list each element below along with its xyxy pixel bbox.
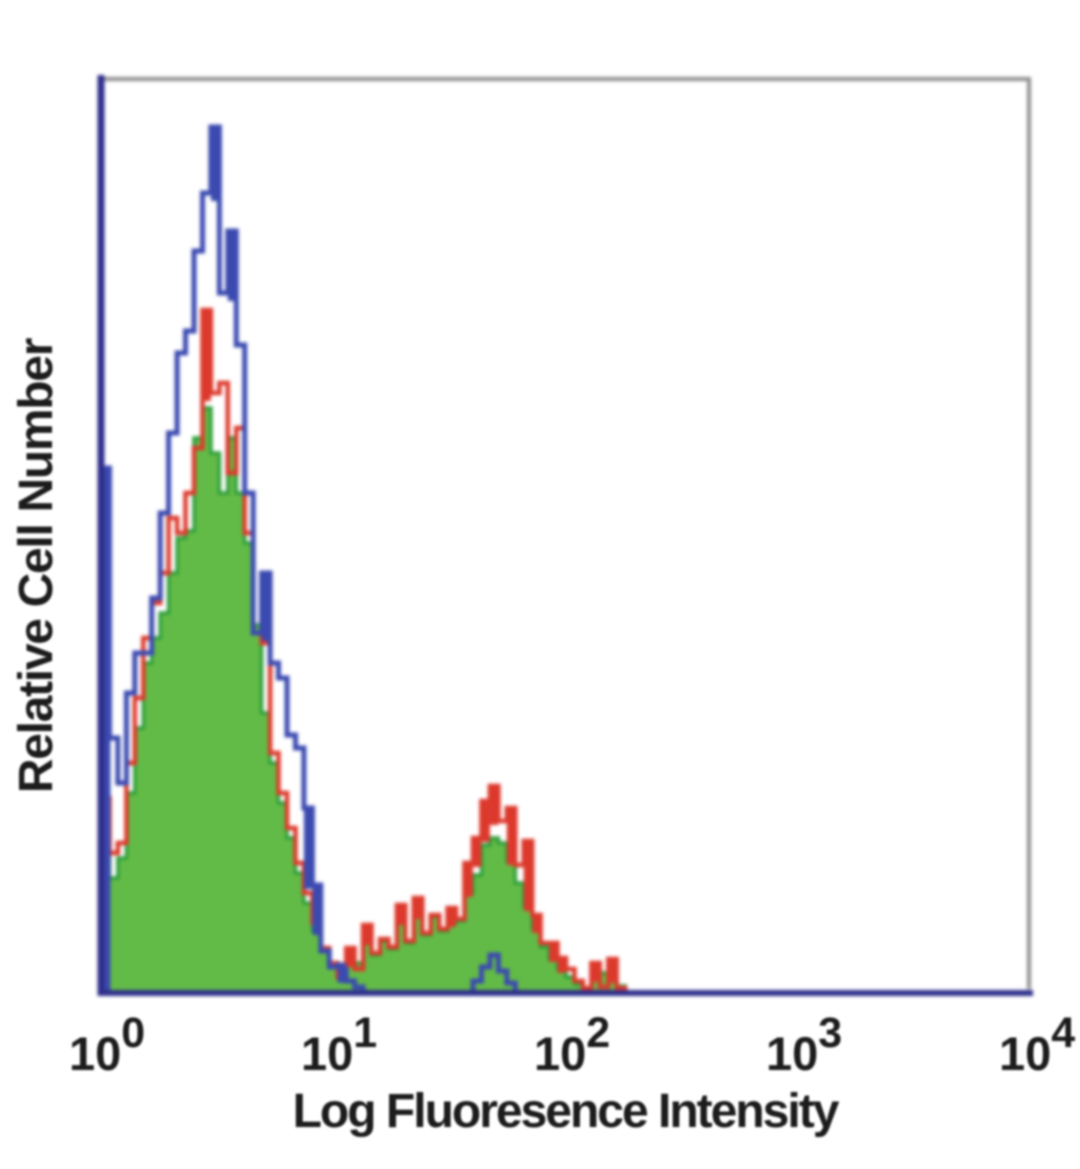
svg-text:Log Fluoresence Intensity: Log Fluoresence Intensity <box>293 1085 840 1138</box>
svg-text:Relative Cell Number: Relative Cell Number <box>10 338 63 793</box>
